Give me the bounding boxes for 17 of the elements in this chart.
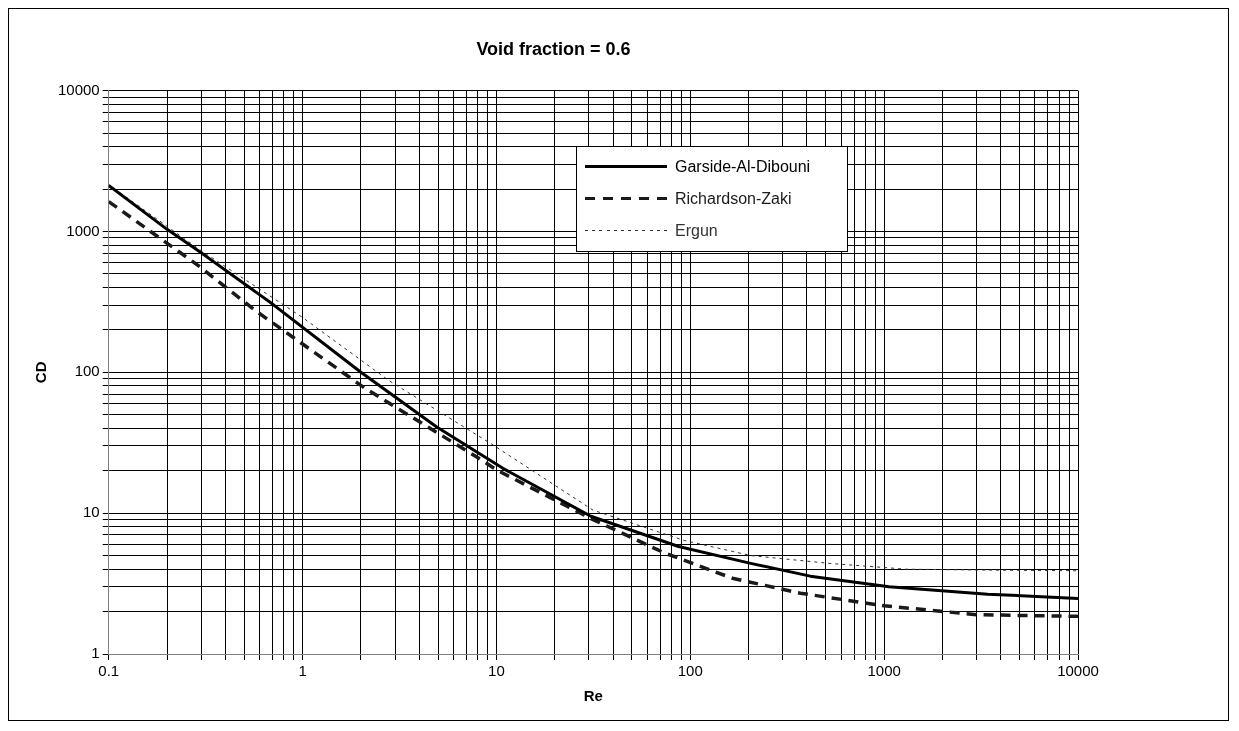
y-tick-label: 10000: [57, 80, 100, 98]
y-tick-label: 1: [91, 644, 100, 662]
x-tick-label: 1: [298, 662, 307, 680]
y-tick-label: 100: [74, 362, 100, 380]
x-tick-label: 10000: [1057, 662, 1099, 680]
x-tick-label: 100: [677, 662, 703, 680]
x-tick-label: 0.1: [98, 662, 120, 680]
x-axis-title: Re: [583, 687, 603, 705]
text: Garside-Al-Dibouni: [675, 157, 811, 175]
y-tick-label: 1000: [66, 221, 100, 239]
x-tick-label: 10: [488, 662, 505, 680]
legend-label: Richardson-Zaki: [675, 189, 792, 208]
y-axis-title: CD: [32, 361, 50, 384]
chart-title: Void fraction = 0.6: [476, 38, 631, 59]
y-tick-label: 10: [83, 503, 100, 521]
x-tick-label: 1000: [867, 662, 901, 680]
legend-label: Ergun: [675, 221, 718, 240]
